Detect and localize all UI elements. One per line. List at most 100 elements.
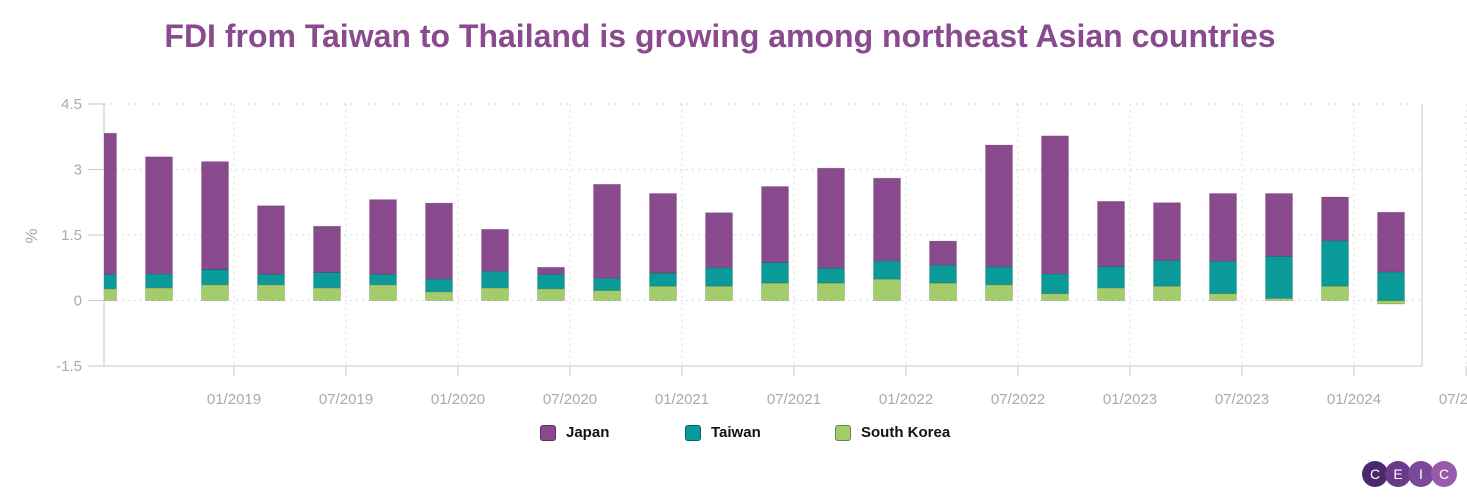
y-tick-label: 4.5 — [61, 96, 82, 113]
bar-south-korea — [873, 278, 901, 301]
bar-japan — [1265, 193, 1293, 257]
bar-japan — [425, 202, 453, 280]
bar-south-korea — [985, 284, 1013, 301]
x-tick-label: 07/2024 — [1439, 391, 1467, 408]
bar-japan — [873, 177, 901, 262]
bar-south-korea — [201, 284, 229, 301]
logo-letter: C — [1431, 461, 1457, 487]
legend-swatch — [685, 424, 701, 441]
bar-taiwan — [425, 278, 453, 293]
bar-south-korea — [1041, 293, 1069, 301]
x-tick-label: 01/2024 — [1327, 391, 1381, 408]
x-tick-label: 01/2021 — [655, 391, 709, 408]
chart-plot: 4.5 3 1.5 0 -1.5 01/2019 07/2019 01/2020 07/2020… — [22, 96, 1467, 408]
bar-japan — [369, 199, 397, 275]
bar-taiwan — [1265, 255, 1293, 299]
bar-taiwan — [1321, 240, 1349, 287]
x-tick-label: 07/2020 — [543, 391, 597, 408]
legend-item-south-korea[interactable]: South Korea — [835, 424, 950, 441]
label-layer: 4.5 3 1.5 0 -1.5 01/2019 07/2019 01/2020 07/2020… — [22, 96, 1467, 408]
bar-japan — [1321, 196, 1349, 242]
bar-taiwan — [481, 270, 509, 289]
bar-japan — [313, 225, 341, 273]
bar-japan — [1209, 193, 1237, 262]
x-tick-label: 01/2023 — [1103, 391, 1157, 408]
bar-south-korea — [537, 288, 565, 301]
bar-taiwan — [369, 273, 397, 286]
legend-label: Japan — [566, 424, 610, 441]
bar-taiwan — [1209, 260, 1237, 294]
bar-south-korea — [705, 285, 733, 301]
bar-japan — [481, 228, 509, 272]
bar-south-korea — [761, 282, 789, 301]
chart-title: FDI from Taiwan to Thailand is growing a… — [164, 18, 1276, 54]
bar-south-korea — [1377, 300, 1405, 305]
bar-japan — [929, 240, 957, 266]
bar-taiwan — [104, 273, 117, 290]
legend-label: South Korea — [861, 424, 951, 441]
x-tick-label: 07/2022 — [991, 391, 1045, 408]
bar-japan — [817, 167, 845, 269]
bar-japan — [593, 183, 621, 279]
bar-japan — [1041, 135, 1069, 275]
bar-taiwan — [1097, 266, 1125, 289]
bar-south-korea — [1265, 297, 1293, 301]
x-tick-label: 07/2023 — [1215, 391, 1269, 408]
legend-label: Taiwan — [711, 424, 761, 441]
bar-taiwan — [537, 273, 565, 290]
bar-south-korea — [593, 290, 621, 301]
bar-taiwan — [1377, 271, 1405, 301]
bar-taiwan — [873, 260, 901, 280]
bar-layer — [104, 132, 1405, 305]
x-tick-label: 07/2019 — [319, 391, 373, 408]
bar-south-korea — [1209, 293, 1237, 301]
bar-taiwan — [593, 277, 621, 291]
bar-taiwan — [649, 272, 677, 287]
bar-japan — [1153, 202, 1181, 261]
legend-swatch — [540, 424, 556, 441]
bar-south-korea — [929, 282, 957, 301]
bar-south-korea — [1321, 285, 1349, 301]
y-tick-label: 3 — [74, 162, 82, 179]
bar-taiwan — [817, 267, 845, 284]
bar-japan — [985, 144, 1013, 268]
y-tick-label: 1.5 — [61, 227, 82, 244]
bar-south-korea — [145, 287, 173, 301]
bar-japan — [1377, 211, 1405, 273]
bar-taiwan — [201, 269, 229, 286]
bar-taiwan — [985, 266, 1013, 286]
bar-japan — [705, 212, 733, 269]
bar-taiwan — [257, 273, 285, 286]
bar-japan — [201, 161, 229, 270]
x-tick-label: 01/2022 — [879, 391, 933, 408]
bar-south-korea — [313, 287, 341, 301]
bar-japan — [537, 266, 565, 275]
bar-taiwan — [1041, 273, 1069, 294]
logo-letter: I — [1408, 461, 1434, 487]
bar-south-korea — [817, 282, 845, 301]
bar-japan — [104, 132, 117, 275]
y-tick-label: 0 — [74, 293, 82, 310]
bar-japan — [1097, 200, 1125, 267]
bar-south-korea — [369, 284, 397, 301]
x-tick-label: 01/2019 — [207, 391, 261, 408]
y-axis-label: % — [22, 228, 41, 243]
bar-taiwan — [929, 264, 957, 284]
legend: Japan Taiwan South Korea — [0, 424, 1467, 448]
bar-south-korea — [1153, 285, 1181, 301]
bar-taiwan — [705, 267, 733, 287]
legend-item-taiwan[interactable]: Taiwan — [685, 424, 761, 441]
bar-south-korea — [425, 291, 453, 301]
bar-south-korea — [257, 284, 285, 301]
bar-taiwan — [1153, 259, 1181, 287]
bar-japan — [649, 193, 677, 274]
x-tick-label: 07/2021 — [767, 391, 821, 408]
bar-taiwan — [145, 273, 173, 289]
bar-south-korea — [481, 287, 509, 301]
bar-japan — [145, 156, 173, 275]
bar-south-korea — [104, 288, 117, 301]
legend-item-japan[interactable]: Japan — [540, 424, 609, 441]
bar-japan — [761, 186, 789, 263]
bar-south-korea — [1097, 287, 1125, 301]
